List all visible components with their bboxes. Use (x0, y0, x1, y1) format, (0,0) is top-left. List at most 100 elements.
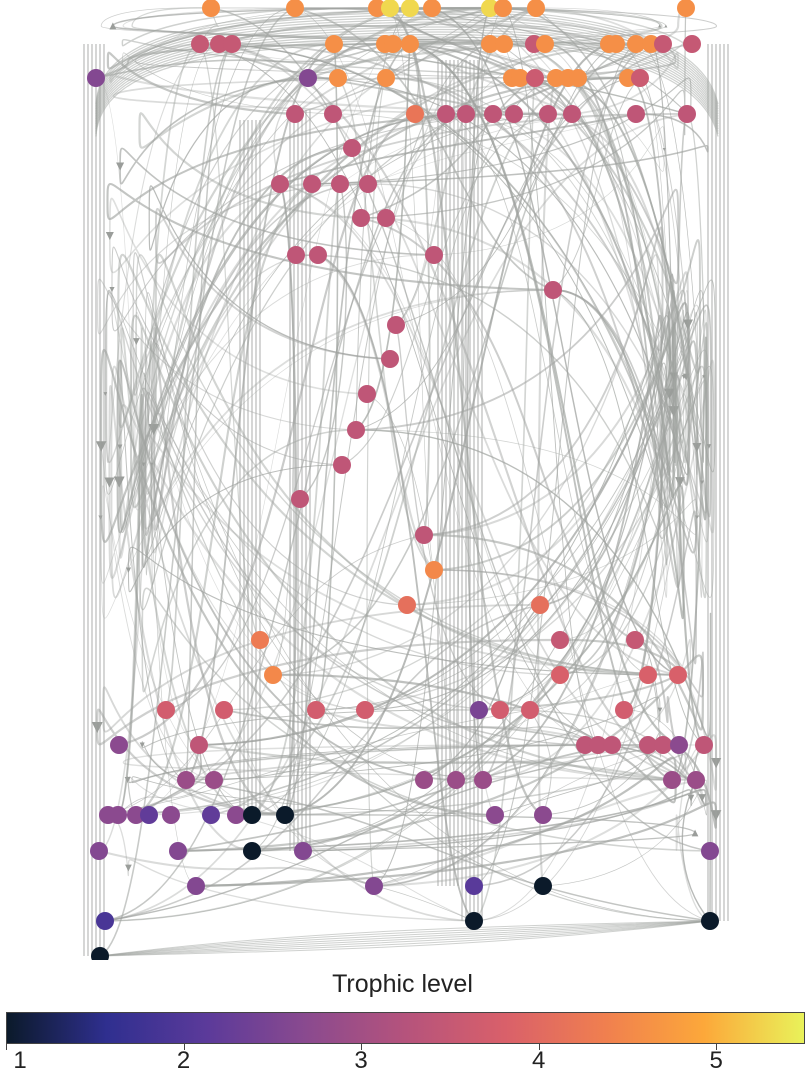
species-node (90, 842, 108, 860)
species-node (631, 69, 649, 87)
colorbar-tick (361, 1044, 363, 1050)
species-node (96, 912, 114, 930)
trophic-link (552, 77, 641, 291)
trophic-link (95, 77, 366, 711)
colorbar-title: Trophic level (332, 970, 473, 998)
node-layer (87, 0, 719, 960)
trophic-link (101, 289, 554, 816)
species-node (299, 69, 317, 87)
species-node (191, 35, 209, 53)
species-node (202, 0, 220, 17)
species-node (481, 35, 499, 53)
species-node (536, 35, 554, 53)
trophic-link (529, 709, 552, 816)
species-node (569, 69, 587, 87)
colorbar (6, 1012, 805, 1044)
species-node (127, 806, 145, 824)
trophic-link (98, 850, 375, 887)
trophic-link-arc (95, 26, 719, 122)
trophic-link (104, 112, 494, 852)
trophic-link (294, 43, 411, 115)
trophic-link-arc (99, 920, 711, 957)
trophic-link-arc (99, 920, 711, 957)
species-node (223, 35, 241, 53)
trophic-link (95, 76, 629, 817)
trophic-link (360, 77, 536, 219)
species-node (627, 35, 645, 53)
edge-layer (83, 6, 729, 957)
species-node (309, 246, 327, 264)
trophic-link-arc (99, 920, 711, 957)
species-node (294, 842, 312, 860)
trophic-link (423, 112, 694, 537)
trophic-link (519, 76, 705, 747)
species-node (377, 69, 395, 87)
species-node (227, 806, 245, 824)
trophic-link (433, 569, 691, 746)
trophic-link (465, 113, 716, 781)
trophic-link (107, 43, 693, 816)
species-node (251, 631, 269, 649)
trophic-link (367, 113, 637, 185)
species-node (347, 421, 365, 439)
trophic-link (116, 113, 467, 781)
species-node (329, 69, 347, 87)
trophic-link (106, 43, 366, 711)
trophic-link (148, 77, 391, 360)
food-web-graph (83, 0, 729, 960)
species-node (415, 771, 433, 789)
species-node (687, 771, 705, 789)
species-node (177, 771, 195, 789)
trophic-link (177, 744, 707, 852)
species-node (352, 209, 370, 227)
species-node (333, 456, 351, 474)
species-node (162, 806, 180, 824)
trophic-link (466, 7, 491, 781)
species-node (243, 806, 261, 824)
species-node (307, 701, 325, 719)
trophic-link (299, 183, 348, 500)
trophic-link (373, 778, 697, 888)
colorbar-tick (6, 1044, 7, 1050)
trophic-link (499, 709, 599, 746)
trophic-link (117, 77, 712, 816)
species-node (491, 701, 509, 719)
species-node (215, 701, 233, 719)
species-node (470, 701, 488, 719)
trophic-link (198, 42, 690, 747)
trophic-link (431, 7, 679, 676)
trophic-link (120, 43, 335, 816)
species-node (695, 736, 713, 754)
trophic-link (154, 254, 561, 676)
species-node (551, 666, 569, 684)
trophic-link (185, 43, 233, 781)
species-node (481, 0, 499, 17)
species-node (447, 771, 465, 789)
trophic-link (315, 43, 339, 711)
species-node (654, 736, 672, 754)
trophic-link-arc (99, 920, 711, 957)
trophic-link-arc (99, 920, 711, 957)
species-node (678, 105, 696, 123)
colorbar-tick-label: 5 (709, 1047, 723, 1074)
species-node (271, 175, 289, 193)
species-node (465, 912, 483, 930)
trophic-link (97, 183, 369, 431)
species-node (494, 0, 512, 17)
species-node (358, 385, 376, 403)
species-node (187, 877, 205, 895)
species-node (331, 175, 349, 193)
trophic-link (148, 42, 386, 817)
trophic-link (376, 7, 678, 746)
colorbar-tick-label: 2 (176, 1047, 191, 1074)
species-node (91, 947, 109, 960)
trophic-link (210, 77, 579, 816)
species-node (202, 806, 220, 824)
trophic-link (104, 43, 708, 922)
trophic-link (185, 744, 649, 781)
trophic-link (332, 113, 707, 641)
trophic-link (135, 7, 433, 816)
species-node (663, 771, 681, 789)
species-node (669, 666, 687, 684)
trophic-link-arc (99, 920, 711, 957)
